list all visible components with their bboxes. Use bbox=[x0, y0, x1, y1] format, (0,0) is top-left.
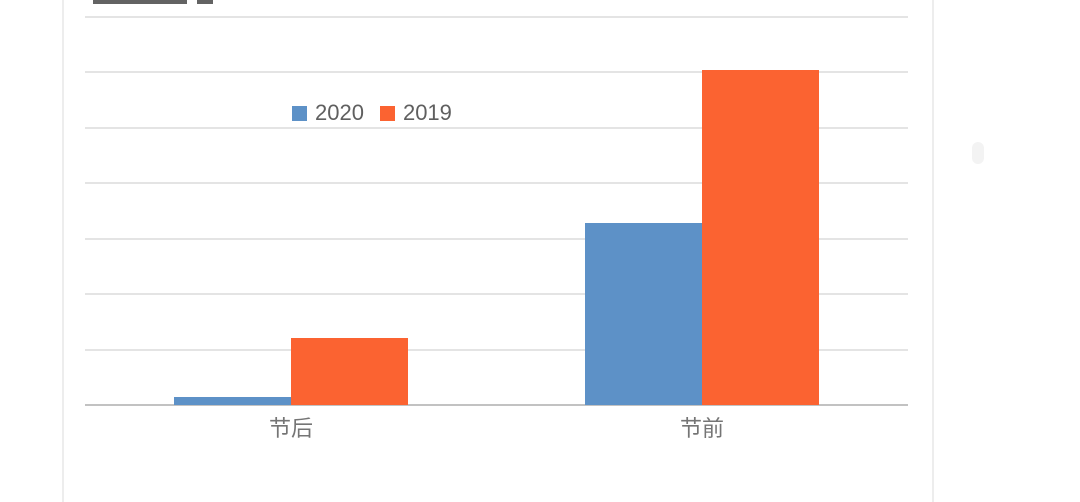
legend-label-2019: 2019 bbox=[402, 100, 452, 125]
bar-2020-节后[interactable] bbox=[173, 396, 291, 405]
gridline bbox=[85, 237, 908, 240]
bar-2019-节后[interactable] bbox=[290, 338, 408, 405]
gridline bbox=[85, 126, 908, 129]
gridline bbox=[85, 71, 908, 74]
legend-swatch-2020 bbox=[292, 105, 307, 121]
bar-2020-节前[interactable] bbox=[585, 223, 703, 405]
legend-label-2020: 2020 bbox=[315, 100, 364, 125]
gridline bbox=[85, 293, 908, 296]
gridline bbox=[85, 182, 908, 185]
x-axis-line bbox=[85, 404, 908, 406]
bar-2019-节前[interactable] bbox=[702, 69, 820, 405]
legend-item-2019[interactable]: 2019 bbox=[379, 99, 452, 127]
card-left-border bbox=[62, 0, 64, 502]
cropped-title-remnant bbox=[197, 0, 213, 4]
cropped-title-remnant bbox=[93, 0, 187, 4]
x-axis-label-qianjie: 节前 bbox=[679, 416, 724, 441]
gridline bbox=[85, 16, 908, 18]
legend-item-2020[interactable]: 2020 bbox=[292, 99, 364, 127]
scrollbar-thumb[interactable] bbox=[972, 142, 984, 164]
card-right-border bbox=[932, 0, 934, 502]
legend: 2020 2019 bbox=[292, 99, 452, 127]
gridline bbox=[85, 348, 908, 351]
legend-swatch-2019 bbox=[379, 105, 395, 121]
x-axis-label-houjie: 节后 bbox=[268, 416, 313, 441]
